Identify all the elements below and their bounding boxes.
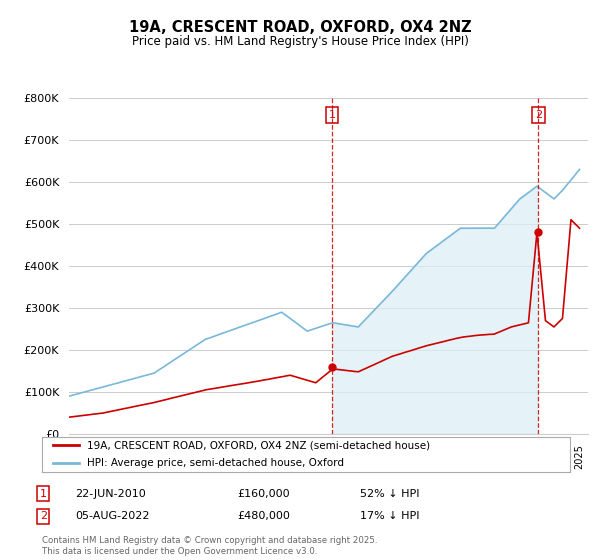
Text: £160,000: £160,000 [237, 489, 290, 499]
Text: Contains HM Land Registry data © Crown copyright and database right 2025.
This d: Contains HM Land Registry data © Crown c… [42, 536, 377, 556]
Text: Price paid vs. HM Land Registry's House Price Index (HPI): Price paid vs. HM Land Registry's House … [131, 35, 469, 48]
Text: £480,000: £480,000 [237, 511, 290, 521]
Text: 19A, CRESCENT ROAD, OXFORD, OX4 2NZ (semi-detached house): 19A, CRESCENT ROAD, OXFORD, OX4 2NZ (sem… [87, 441, 430, 450]
Text: 52% ↓ HPI: 52% ↓ HPI [360, 489, 419, 499]
Text: 1: 1 [329, 110, 335, 120]
Text: 2: 2 [40, 511, 47, 521]
Text: 22-JUN-2010: 22-JUN-2010 [75, 489, 146, 499]
Text: 2: 2 [535, 110, 542, 120]
Text: 19A, CRESCENT ROAD, OXFORD, OX4 2NZ: 19A, CRESCENT ROAD, OXFORD, OX4 2NZ [128, 20, 472, 35]
Text: 1: 1 [40, 489, 47, 499]
Text: 17% ↓ HPI: 17% ↓ HPI [360, 511, 419, 521]
Text: HPI: Average price, semi-detached house, Oxford: HPI: Average price, semi-detached house,… [87, 458, 344, 468]
Text: 05-AUG-2022: 05-AUG-2022 [75, 511, 149, 521]
